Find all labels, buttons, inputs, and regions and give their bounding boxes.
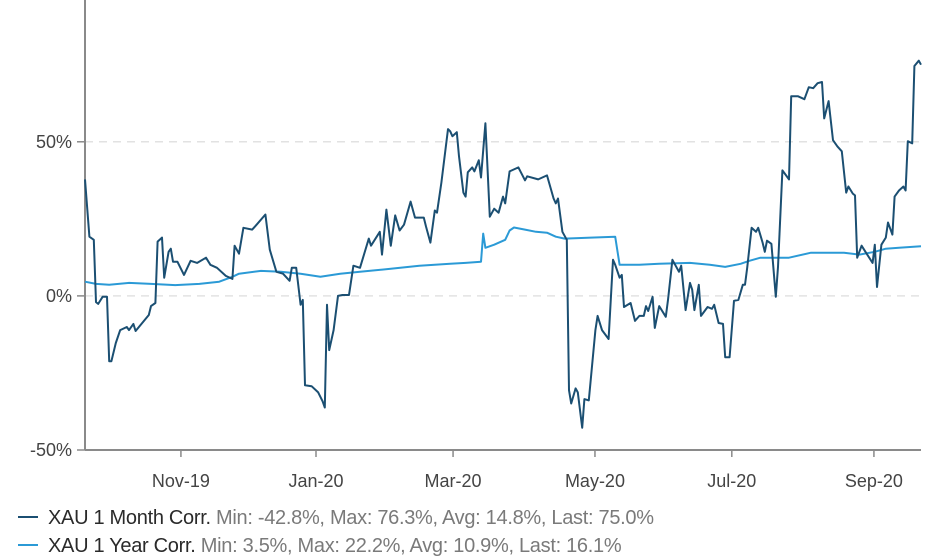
y-tick-label: 0% [46, 286, 72, 306]
legend-series-name: XAU 1 Month Corr. [48, 507, 211, 529]
legend-swatch-1-month [18, 515, 38, 518]
y-tick-label: -50% [30, 440, 72, 460]
x-tick-label: Jan-20 [288, 471, 343, 491]
y-axis-ticks: 50% 0% -50% [30, 132, 85, 460]
x-tick-label: May-20 [565, 471, 625, 491]
x-tick-label: Sep-20 [845, 471, 903, 491]
series-lines [84, 59, 922, 429]
legend-item-1-month[interactable]: XAU 1 Month Corr. Min: -42.8%, Max: 76.3… [18, 507, 654, 530]
legend-series-stats: Min: 3.5%, Max: 22.2%, Avg: 10.9%, Last:… [200, 535, 622, 557]
legend-series-name: XAU 1 Year Corr. [48, 535, 196, 557]
x-tick-label: Mar-20 [425, 471, 482, 491]
series-line-xau-1-month-corr [84, 59, 922, 429]
x-tick-label: Nov-19 [152, 471, 210, 491]
gridlines [85, 141, 921, 297]
legend-item-1-year[interactable]: XAU 1 Year Corr. Min: 3.5%, Max: 22.2%, … [18, 535, 622, 558]
x-axis-ticks: Nov-19 Jan-20 Mar-20 May-20 Jul-20 Sep-20 [152, 450, 903, 491]
x-tick-label: Jul-20 [707, 471, 756, 491]
y-tick-label: 50% [36, 132, 72, 152]
legend-series-stats: Min: -42.8%, Max: 76.3%, Avg: 14.8%, Las… [216, 507, 654, 529]
series-line-xau-1-year-corr [84, 226, 922, 287]
legend-swatch-1-year [18, 543, 38, 546]
